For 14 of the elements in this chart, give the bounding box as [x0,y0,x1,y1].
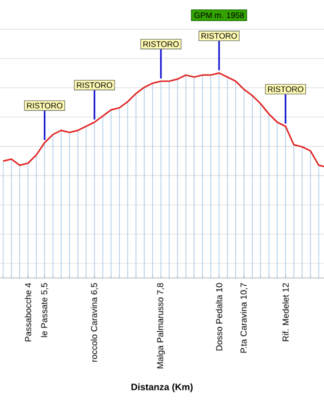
x-tick-label: Rif. Medelet 12 [282,283,289,342]
annotation: RISTORO [76,82,112,88]
x-tick-label: Dosso Pedalta 10 [216,283,222,350]
x-axis-title: Distanza (Km) [132,383,193,392]
x-tick-label: le Passate 5,5 [40,283,48,338]
annotation: RISTORO [268,86,304,92]
annotation: RISTORO [27,102,62,108]
x-tick-label: roccolo Caravina 6,5 [90,283,98,362]
x-tick-label: Passabocche 4 [24,282,32,342]
x-tick-label: Malga Palmarusso 7,8 [156,283,165,368]
x-tick-label: P.ta Caravina 10,7 [240,283,248,353]
annotation: RISTORO [143,41,179,47]
text: GPM m. 1958 [194,12,244,18]
annotation: RISTORO [202,33,237,39]
